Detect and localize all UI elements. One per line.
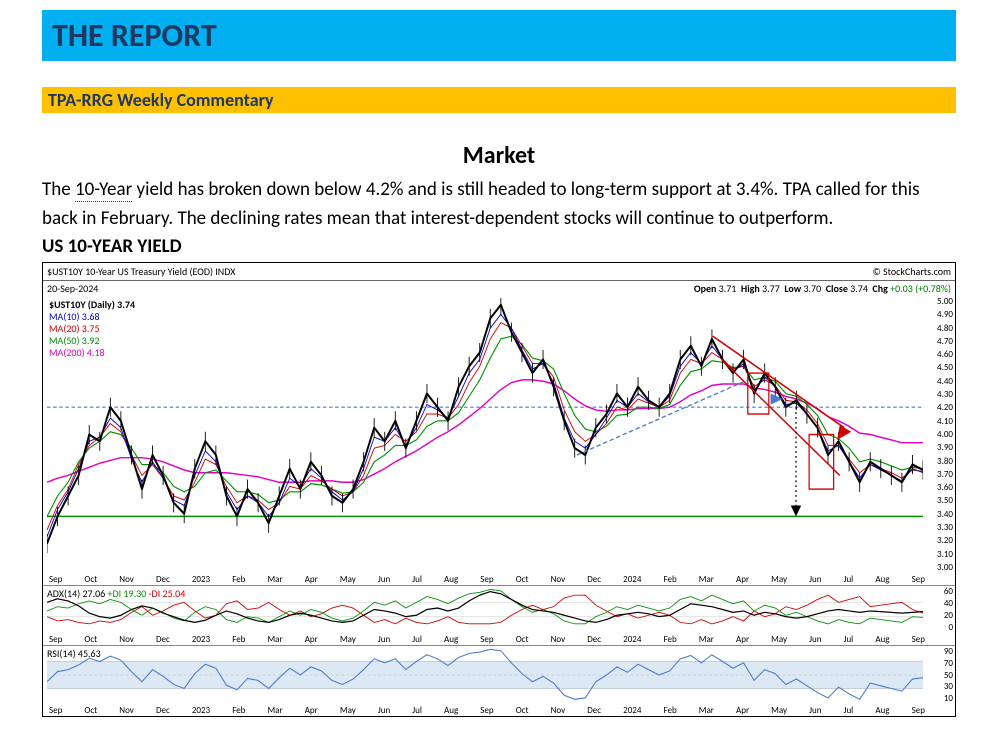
price-x-axis: SepOctNovDec2023FebMarAprMayJunJulAugSep… — [49, 574, 925, 585]
close-val: 3.74 — [850, 282, 868, 295]
chart-date: 20-Sep-2024 — [47, 282, 98, 295]
adx-y-axis: 6040200 — [925, 586, 953, 633]
open-val: 3.71 — [719, 282, 737, 295]
rsi-panel: RSI(14) 45.63 9070503010 SepOctNovDec202… — [43, 646, 955, 716]
chart-symbol-line: $UST10Y 10-Year US Treasury Yield (EOD) … — [47, 265, 235, 278]
low-val: 3.70 — [803, 282, 821, 295]
body-underlined: 10-Year — [75, 178, 132, 202]
chg-label: Chg — [872, 282, 887, 295]
close-label: Close — [826, 282, 848, 295]
subtitle-text: TPA-RRG Weekly Commentary — [48, 89, 274, 111]
rsi-chart-area — [47, 648, 923, 702]
low-label: Low — [784, 282, 801, 295]
chart-source: © StockCharts.com — [872, 265, 951, 278]
title-bar: THE REPORT — [42, 10, 956, 61]
adx-x-axis: SepOctNovDec2023FebMarAprMayJunJulAugSep… — [49, 634, 925, 645]
high-val: 3.77 — [762, 282, 780, 295]
body-post: yield has broken down below 4.2% and is … — [42, 178, 920, 230]
chart-frame: $UST10Y 10-Year US Treasury Yield (EOD) … — [42, 262, 956, 717]
chart-header: $UST10Y 10-Year US Treasury Yield (EOD) … — [43, 263, 955, 281]
report-title: THE REPORT — [52, 16, 946, 55]
price-chart-area — [47, 298, 923, 571]
open-label: Open — [694, 282, 717, 295]
chart-title: US 10-YEAR YIELD — [42, 235, 956, 258]
high-label: High — [741, 282, 760, 295]
body-pre: The — [42, 178, 75, 201]
chart-ohlc-row: 20-Sep-2024 Open 3.71 High 3.77 Low 3.70… — [43, 281, 955, 296]
chg-val: +0.03 (+0.78%) — [890, 282, 951, 295]
subtitle-bar: TPA-RRG Weekly Commentary — [42, 87, 956, 113]
price-y-axis: 5.004.904.804.704.604.504.404.304.204.10… — [925, 296, 953, 573]
section-heading: Market — [42, 141, 956, 170]
body-paragraph: The 10-Year yield has broken down below … — [42, 176, 956, 233]
adx-panel: ADX(14) 27.06 +DI 19.30 -DI 25.04 604020… — [43, 586, 955, 646]
price-panel: $UST10Y (Daily) 3.74 MA(10) 3.68 MA(20) … — [43, 296, 955, 586]
adx-chart-area — [47, 588, 923, 631]
rsi-y-axis: 9070503010 — [925, 646, 953, 704]
rsi-x-axis: SepOctNovDec2023FebMarAprMayJunJulAugSep… — [49, 705, 925, 716]
